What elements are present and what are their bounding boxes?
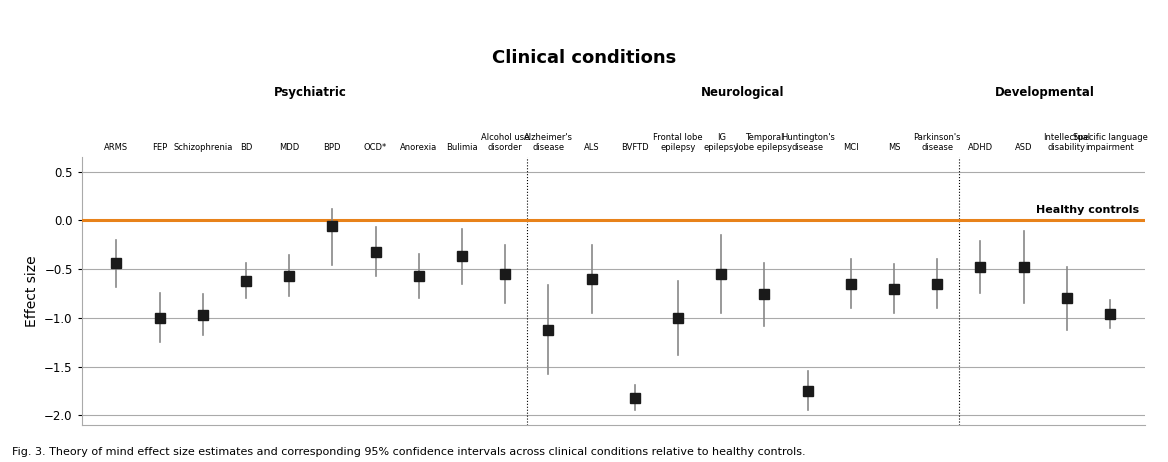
- Text: Alcohol use
disorder: Alcohol use disorder: [481, 133, 529, 152]
- Text: Parkinson's
disease: Parkinson's disease: [913, 133, 961, 152]
- Text: Temporal
lobe epilepsy: Temporal lobe epilepsy: [736, 133, 792, 152]
- Text: BVFTD: BVFTD: [621, 144, 648, 152]
- Text: IG
epilepsy: IG epilepsy: [703, 133, 739, 152]
- Text: Psychiatric: Psychiatric: [274, 86, 347, 99]
- Text: Schizophrenia: Schizophrenia: [173, 144, 232, 152]
- Text: Neurological: Neurological: [701, 86, 785, 99]
- Text: Intellectual
disability: Intellectual disability: [1043, 133, 1091, 152]
- Text: Fig. 3. Theory of mind effect size estimates and corresponding 95% confidence in: Fig. 3. Theory of mind effect size estim…: [12, 447, 805, 457]
- Text: Frontal lobe
epilepsy: Frontal lobe epilepsy: [653, 133, 703, 152]
- Text: Developmental: Developmental: [995, 86, 1096, 99]
- Text: Bulimia: Bulimia: [446, 144, 478, 152]
- Text: MCI: MCI: [843, 144, 858, 152]
- Text: Clinical conditions: Clinical conditions: [492, 49, 676, 67]
- Text: ADHD: ADHD: [968, 144, 993, 152]
- Text: Anorexia: Anorexia: [401, 144, 437, 152]
- Text: MDD: MDD: [279, 144, 299, 152]
- Text: Specific language
impairment: Specific language impairment: [1072, 133, 1147, 152]
- Text: FEP: FEP: [152, 144, 167, 152]
- Text: Healthy controls: Healthy controls: [1036, 205, 1139, 215]
- Text: ASD: ASD: [1015, 144, 1033, 152]
- Text: ALS: ALS: [584, 144, 599, 152]
- Text: Huntington's
disease: Huntington's disease: [780, 133, 835, 152]
- Text: BPD: BPD: [324, 144, 341, 152]
- Text: OCD*: OCD*: [364, 144, 387, 152]
- Y-axis label: Effect size: Effect size: [25, 255, 39, 327]
- Text: MS: MS: [888, 144, 901, 152]
- Text: BD: BD: [239, 144, 252, 152]
- Text: Alzheimer's
disease: Alzheimer's disease: [524, 133, 572, 152]
- Text: ARMS: ARMS: [104, 144, 128, 152]
